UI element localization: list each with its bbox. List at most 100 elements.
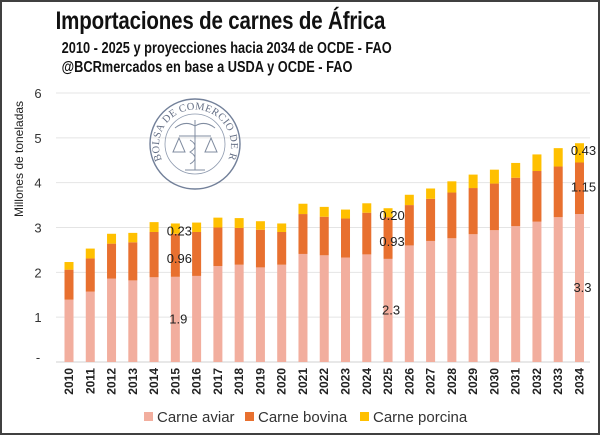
bar-segment (319, 216, 329, 256)
bar-segment (255, 229, 265, 268)
legend-label: Carne aviar (157, 409, 235, 426)
bar-segment (383, 258, 393, 362)
bar-stack (426, 188, 436, 362)
bar-segment (128, 242, 138, 281)
bar-stack (213, 217, 223, 362)
x-tick-label: 2013 (126, 368, 140, 395)
bar-segment (255, 267, 265, 362)
x-tick-label: 2011 (83, 368, 97, 394)
bar-segment (511, 177, 521, 227)
bar-stack (532, 154, 542, 362)
bar-segment (170, 223, 180, 234)
bar-stack (447, 181, 457, 362)
bar-stack (192, 222, 202, 362)
data-label: 0.93 (379, 234, 404, 249)
bar-segment (149, 277, 159, 362)
bar-stack (468, 174, 478, 362)
bar-segment (362, 254, 372, 362)
bar-segment (85, 258, 95, 292)
y-tick-label: 4 (34, 176, 41, 191)
bar-segment (298, 253, 308, 362)
bar-segment (511, 226, 521, 362)
bar-segment (192, 222, 202, 232)
y-axis-ticks: - 1 2 3 4 5 6 (34, 86, 41, 365)
y-tick-label: 6 (34, 86, 41, 101)
x-tick-label: 2020 (275, 368, 289, 395)
bar-segment (532, 221, 542, 362)
bar-segment (447, 192, 457, 239)
bar-segment (277, 231, 287, 265)
legend-label: Carne porcina (373, 409, 468, 426)
x-tick-label: 2015 (168, 368, 182, 395)
bar-segment (574, 162, 584, 215)
chart-title: Importaciones de carnes de África (55, 7, 386, 35)
bar-segment (553, 166, 563, 218)
x-tick-label: 2017 (211, 368, 225, 395)
bar-segment (319, 255, 329, 362)
seal-inner-ring (164, 113, 226, 175)
data-label: 0.20 (379, 208, 404, 223)
bar-segment (319, 206, 329, 217)
bar-segment (107, 233, 117, 244)
bar-stack (574, 143, 584, 362)
bar-segment (277, 264, 287, 362)
data-label: 0.96 (167, 251, 192, 266)
caduceus-scales-icon (172, 120, 218, 171)
x-tick-label: 2025 (381, 368, 395, 395)
bar-segment (170, 233, 180, 277)
bar-segment (107, 278, 117, 362)
chart-source: @BCRmercados en base a USDA y OCDE - FAO (61, 59, 353, 76)
x-tick-label: 2026 (402, 368, 416, 395)
bar-stack (489, 169, 499, 362)
bar-stack (277, 223, 287, 362)
bar-stack (341, 209, 351, 362)
bar-segment (404, 245, 414, 362)
bar-segment (298, 203, 308, 215)
bar-segment (107, 243, 117, 279)
bar-segment (468, 234, 478, 362)
bar-segment (447, 238, 457, 362)
bar-segment (404, 194, 414, 206)
bar-segment (426, 240, 436, 362)
data-label: 2.3 (382, 302, 400, 317)
x-tick-label: 2023 (339, 368, 353, 395)
legend-label: Carne bovina (258, 409, 348, 426)
bar-segment (213, 227, 223, 267)
bar-segment (149, 231, 159, 278)
x-tick-label: 2019 (253, 368, 267, 395)
bar-segment (255, 221, 265, 230)
bar-segment (64, 262, 74, 270)
bar-segment (383, 208, 393, 218)
bar-segment (192, 275, 202, 362)
y-tick-label: 5 (34, 131, 41, 146)
bar-segment (574, 214, 584, 362)
chart-subtitle: 2010 - 2025 y proyecciones hacia 2034 de… (61, 40, 392, 57)
data-labels: 0.23 0.96 1.9 0.20 0.93 2.3 0.43 1.15 3.3 (167, 143, 596, 326)
bar-segment (234, 264, 244, 362)
bar-stack (170, 223, 180, 362)
bar-segment (277, 223, 287, 232)
x-tick-label: 2031 (509, 368, 523, 395)
y-axis-title: Millones de toneladas (12, 101, 26, 217)
data-label: 1.9 (169, 311, 187, 326)
bar-segment (532, 154, 542, 172)
legend-swatch (360, 412, 369, 421)
x-tick-label: 2021 (296, 368, 310, 395)
bar-stack (319, 206, 329, 362)
bar-segment (489, 230, 499, 362)
bar-segment (383, 217, 393, 259)
bar-segment (426, 188, 436, 199)
bar-segment (553, 217, 563, 362)
bar-segment (128, 232, 138, 243)
bar-stack (383, 208, 393, 362)
data-label: 3.3 (573, 280, 591, 295)
bar-segment (128, 280, 138, 362)
legend-item: Carne porcina (360, 409, 468, 426)
x-axis-ticks: 2010 2011 2012 2013 2014 2015 2016 2017 2018 2019… (62, 368, 586, 395)
bar-stack (64, 262, 74, 362)
bar-segment (213, 217, 223, 228)
seal-outer-ring (149, 98, 241, 190)
bar-segment (64, 269, 74, 300)
bar-segment (362, 212, 372, 255)
